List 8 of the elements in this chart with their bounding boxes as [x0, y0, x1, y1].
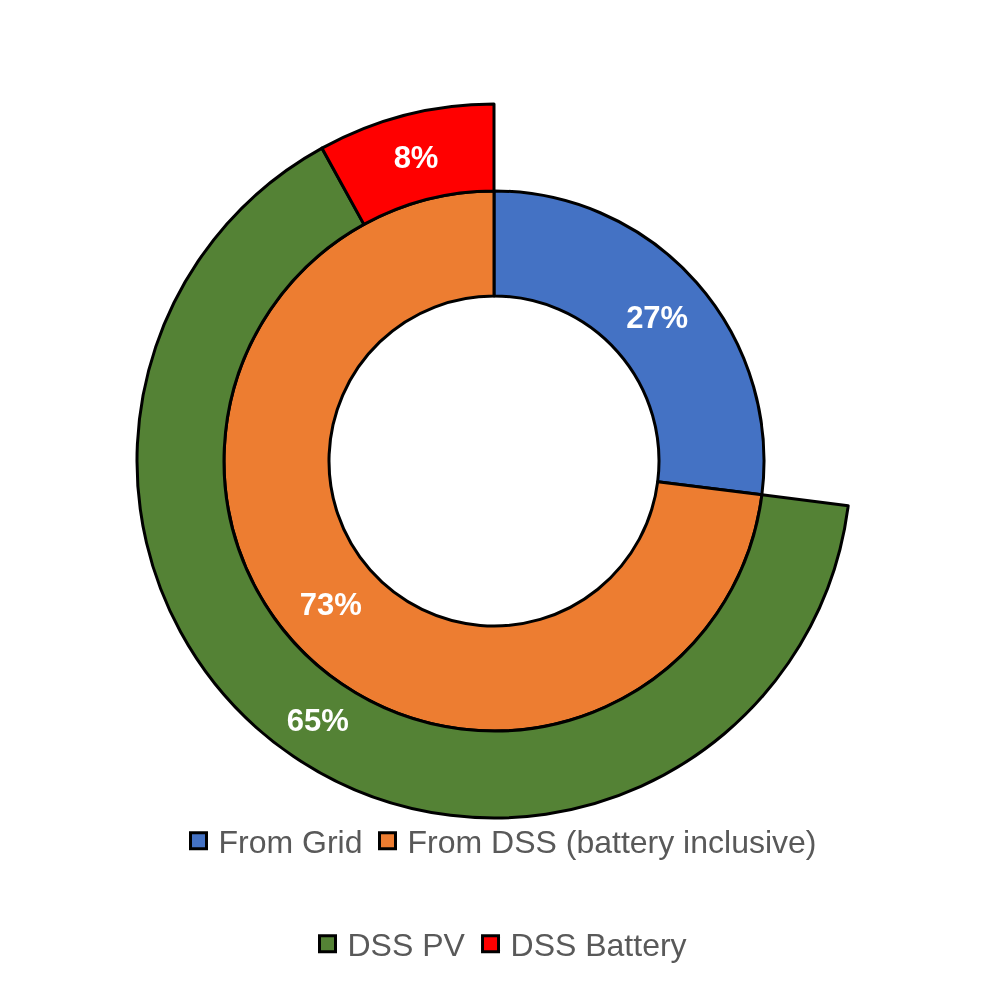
legend-label: DSS PV [347, 927, 466, 964]
legend-label: DSS Battery [510, 927, 687, 964]
data-label: 73% [299, 587, 362, 623]
data-label: 8% [393, 139, 439, 175]
legend-label: From Grid [218, 824, 363, 861]
data-label: 27% [626, 299, 689, 335]
data-label: 65% [286, 702, 349, 738]
legend-label: From DSS (battery inclusive) [407, 824, 817, 861]
